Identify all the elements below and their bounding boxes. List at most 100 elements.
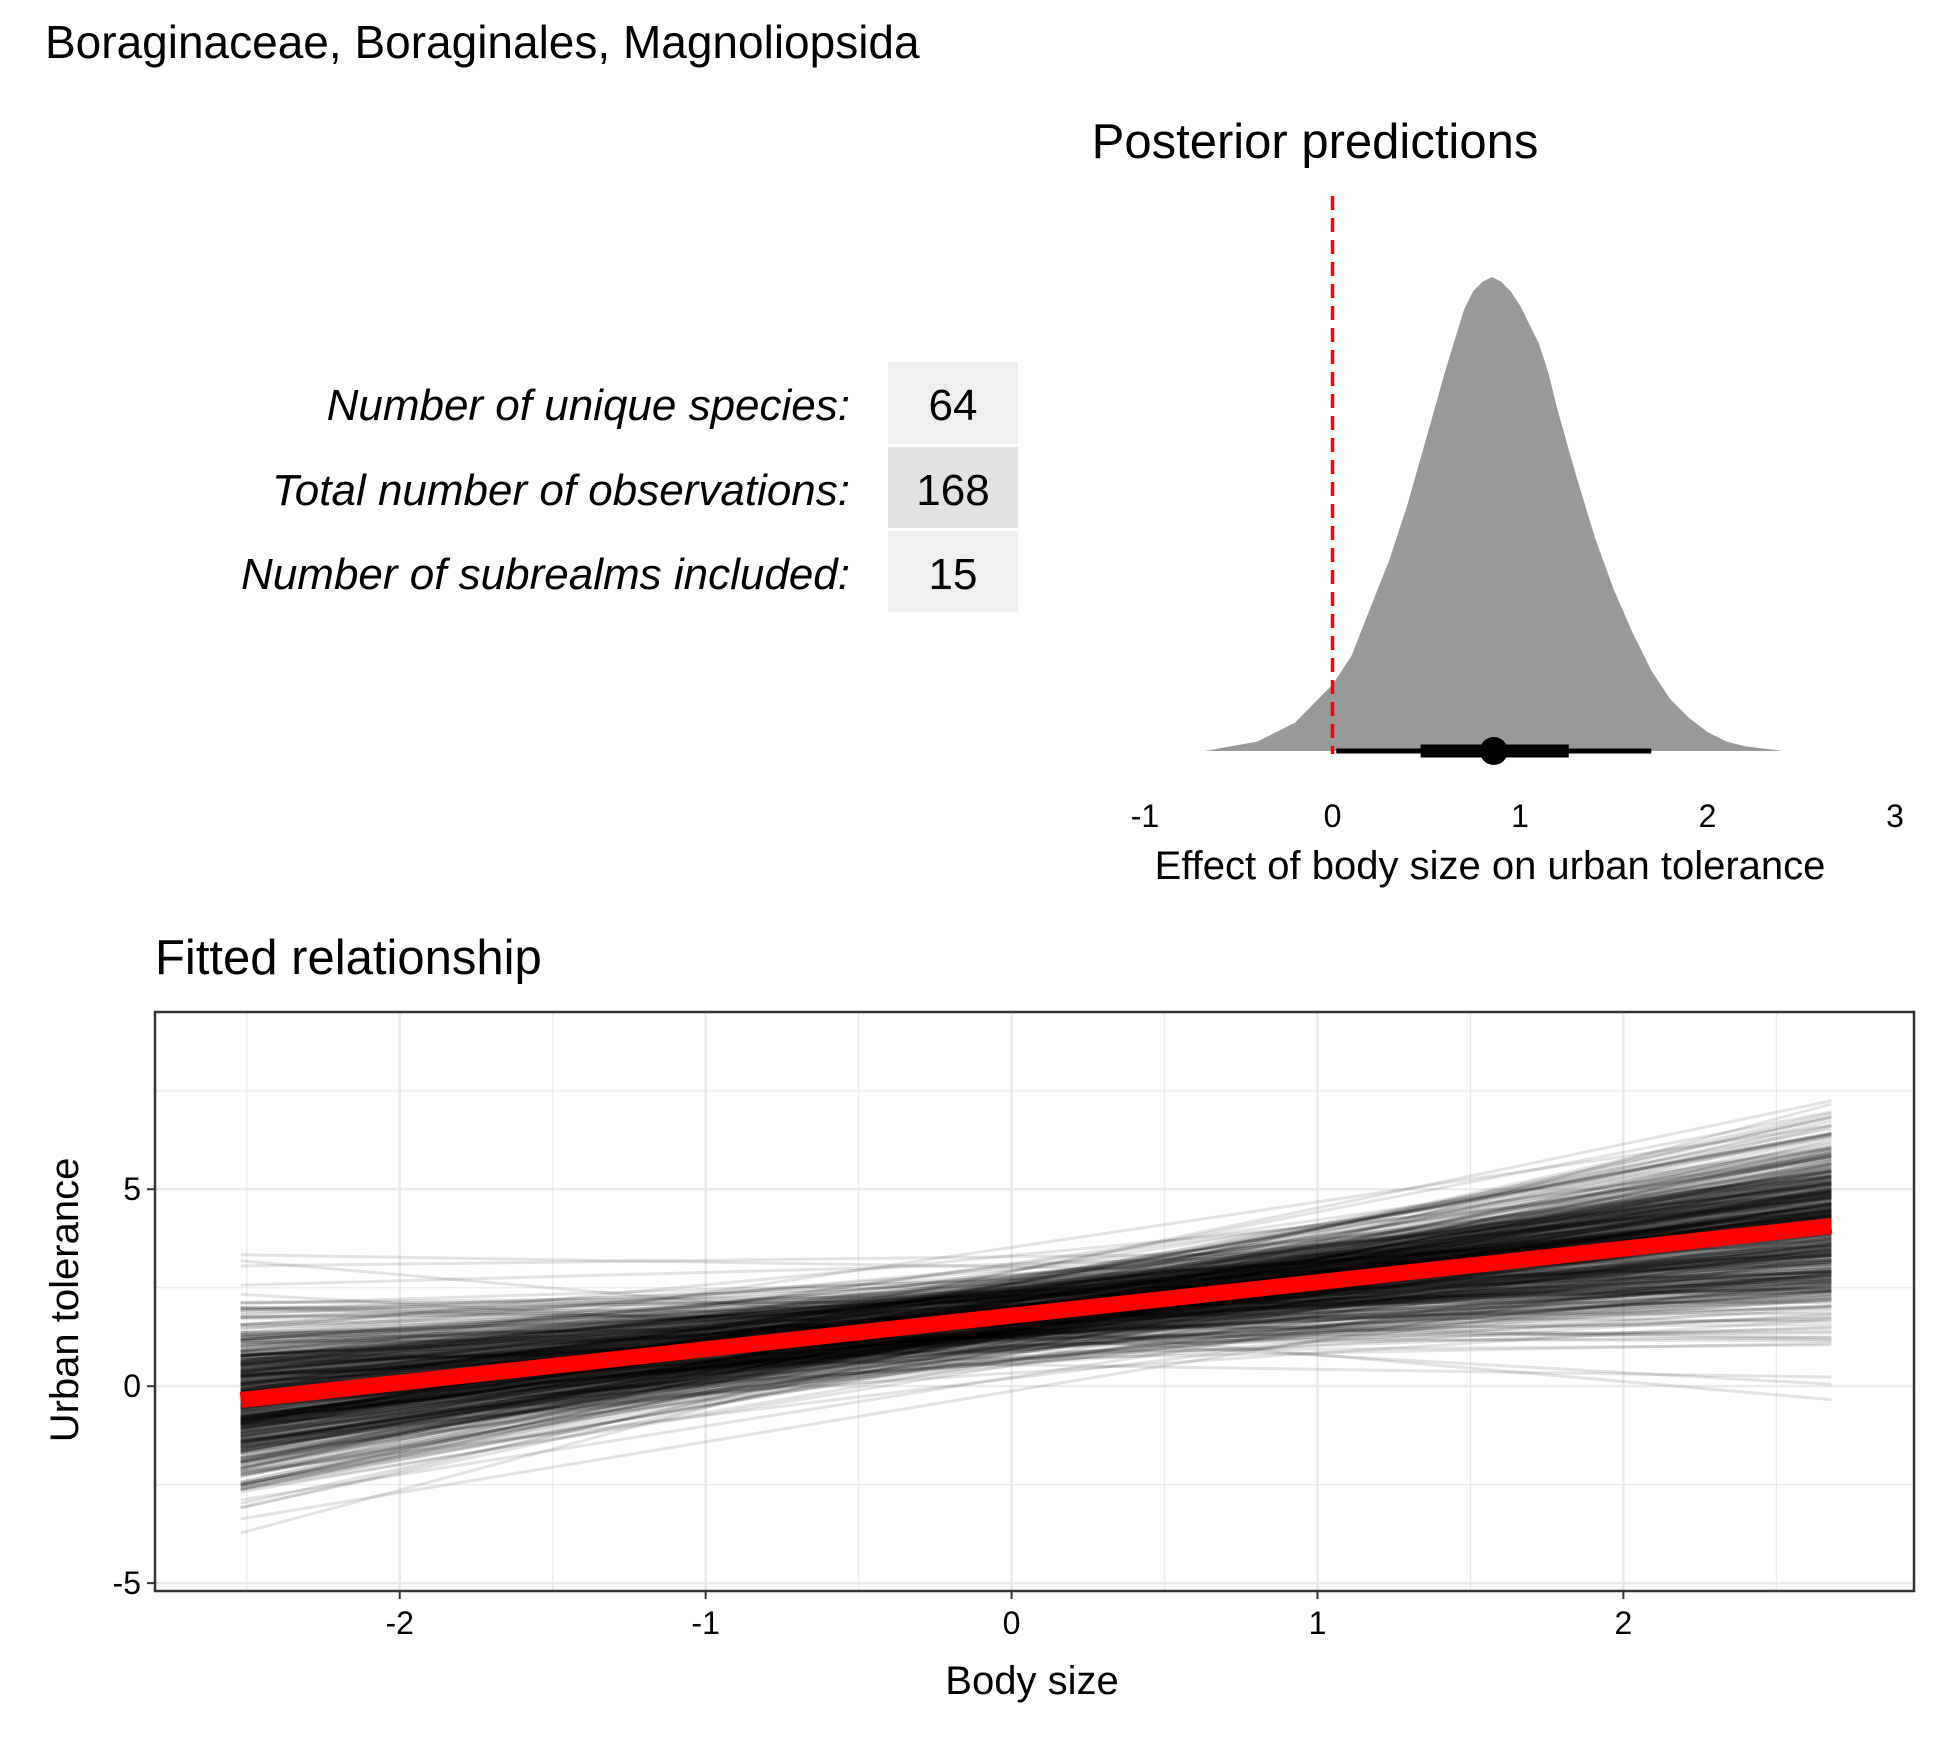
posterior-draw-line xyxy=(240,1214,1832,1365)
posterior-draw-line xyxy=(240,1245,1832,1502)
posterior-draw-line xyxy=(240,1312,1832,1413)
posterior-draw-line xyxy=(240,1326,1832,1363)
posterior-draw-line xyxy=(240,1273,1832,1445)
posterior-draw-line xyxy=(240,1220,1832,1358)
posterior-draw-line xyxy=(240,1267,1832,1449)
posterior-draw-line xyxy=(240,1194,1832,1387)
posterior-draw-line xyxy=(240,1161,1832,1489)
posterior-draw-line xyxy=(240,1283,1832,1365)
posterior-draw-line xyxy=(240,1271,1832,1320)
posterior-draw-line xyxy=(240,1270,1832,1310)
posterior-draw-line xyxy=(240,1199,1832,1457)
posterior-draw-line xyxy=(240,1257,1832,1341)
posterior-draw-line xyxy=(240,1229,1832,1436)
posterior-draw-line xyxy=(240,1194,1832,1487)
posterior-draw-line xyxy=(240,1212,1832,1368)
fitted-x-tick-label: -2 xyxy=(386,1605,414,1641)
posterior-draw-line xyxy=(240,1293,1832,1377)
posterior-draw-line xyxy=(240,1170,1832,1433)
posterior-draw-line xyxy=(240,1175,1832,1470)
posterior-draw-line xyxy=(240,1199,1832,1391)
posterior-draw-line xyxy=(240,1267,1832,1341)
posterior-draw-line xyxy=(240,1154,1832,1450)
posterior-draw-line xyxy=(240,1201,1832,1442)
posterior-draw-line xyxy=(240,1157,1832,1402)
posterior-draw-line xyxy=(240,1243,1832,1421)
posterior-draw-line xyxy=(240,1262,1832,1326)
posterior-draw-line xyxy=(240,1177,1832,1392)
posterior-draw-line xyxy=(240,1307,1832,1342)
posterior-draw-line xyxy=(240,1207,1832,1387)
posterior-draw-line xyxy=(240,1239,1832,1424)
fitted-y-axis-label: Urban tolerance xyxy=(43,1158,87,1443)
fitted-y-tick-label: 0 xyxy=(123,1368,141,1404)
posterior-draw-line xyxy=(240,1289,1832,1405)
posterior-draw-line xyxy=(240,1333,1832,1343)
posterior-draw-line xyxy=(240,1330,1832,1343)
posterior-draw-line xyxy=(240,1150,1832,1430)
posterior-draw-line xyxy=(240,1217,1832,1352)
posterior-draw-line xyxy=(240,1304,1832,1367)
posterior-draw-line xyxy=(240,1154,1832,1432)
posterior-draw-line xyxy=(240,1289,1832,1402)
posterior-draw-line xyxy=(240,1192,1832,1383)
posterior-draw-line xyxy=(240,1247,1832,1342)
posterior-draw-line xyxy=(240,1259,1832,1411)
posterior-draw-line xyxy=(240,1188,1832,1419)
posterior-draw-line xyxy=(240,1189,1832,1363)
posterior-draw-line xyxy=(240,1254,1832,1312)
posterior-draw-line xyxy=(240,1196,1832,1368)
posterior-draw-line xyxy=(240,1161,1832,1447)
posterior-draw-line xyxy=(240,1195,1832,1452)
posterior-draw-line xyxy=(240,1231,1832,1492)
posterior-draw-line xyxy=(240,1196,1832,1468)
stats-cell-bg xyxy=(888,531,1018,612)
posterior-draw-line xyxy=(240,1259,1832,1335)
posterior-draw-line xyxy=(240,1290,1832,1310)
posterior-draw-line xyxy=(240,1251,1832,1415)
posterior-draw-line xyxy=(240,1176,1832,1400)
posterior-draw-line xyxy=(240,1204,1832,1445)
posterior-draw-line xyxy=(240,1177,1832,1472)
posterior-draw-line xyxy=(240,1244,1832,1442)
stats-label-subrealms: Number of subrealms included: xyxy=(241,550,850,599)
posterior-draw-line xyxy=(240,1146,1832,1388)
posterior-draw-line xyxy=(240,1115,1832,1464)
posterior-draw-line xyxy=(240,1208,1832,1364)
posterior-draw-line xyxy=(240,1170,1832,1393)
posterior-draw-line xyxy=(240,1288,1832,1304)
posterior-draw-line xyxy=(240,1218,1832,1353)
posterior-draw-line xyxy=(240,1124,1832,1484)
stats-table: Number of unique species: Total number o… xyxy=(241,362,1018,612)
posterior-draw-line xyxy=(240,1251,1832,1358)
posterior-draw-line xyxy=(240,1293,1832,1376)
posterior-draw-line xyxy=(240,1147,1832,1453)
posterior-x-tick-label: -1 xyxy=(1131,798,1159,834)
posterior-draw-line xyxy=(240,1148,1832,1446)
posterior-draw-line xyxy=(240,1243,1832,1441)
posterior-draw-line xyxy=(240,1294,1832,1416)
posterior-draw-line xyxy=(240,1316,1832,1361)
posterior-draw-line xyxy=(240,1287,1832,1378)
posterior-draw-line xyxy=(240,1230,1832,1428)
posterior-draw-line xyxy=(240,1218,1832,1369)
posterior-draw-line xyxy=(240,1193,1832,1461)
posterior-draw-line xyxy=(240,1186,1832,1478)
posterior-draw-line xyxy=(240,1244,1832,1417)
posterior-draw-line xyxy=(240,1268,1832,1378)
posterior-draw-line xyxy=(240,1298,1832,1399)
posterior-draw-line xyxy=(240,1270,1832,1426)
posterior-draw-line xyxy=(240,1197,1832,1349)
posterior-draw-line xyxy=(240,1162,1832,1431)
posterior-draw-line xyxy=(240,1182,1832,1390)
posterior-x-axis-label: Effect of body size on urban tolerance xyxy=(1155,844,1826,888)
posterior-draw-line xyxy=(240,1192,1832,1353)
posterior-draw-line xyxy=(240,1297,1832,1367)
posterior-draw-line xyxy=(240,1192,1832,1450)
posterior-draw-line xyxy=(240,1289,1832,1378)
posterior-draw-line xyxy=(240,1270,1832,1328)
posterior-draw-line xyxy=(240,1271,1832,1408)
posterior-draw-line xyxy=(240,1195,1832,1387)
posterior-draw-line xyxy=(240,1222,1832,1342)
